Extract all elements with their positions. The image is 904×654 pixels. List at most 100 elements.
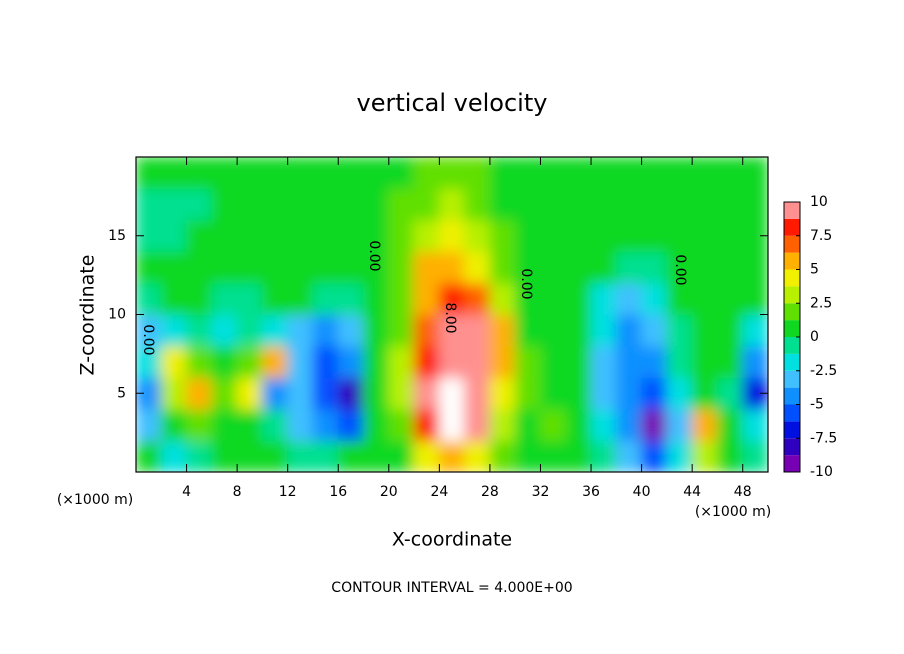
field-cell (312, 408, 339, 441)
field-cell (236, 377, 263, 410)
field-cell (312, 251, 339, 284)
field-cell (539, 345, 567, 378)
field-cell (514, 314, 541, 347)
field-cell (211, 408, 238, 441)
field-cell (211, 219, 238, 252)
colorbar-tick-label: 10 (810, 194, 828, 210)
field-cell (590, 157, 617, 189)
field-cell (489, 345, 516, 378)
x-tick-label: 44 (683, 484, 701, 500)
field-cell (590, 219, 617, 252)
field-cell (438, 377, 466, 410)
contour-label: 0.00 (140, 324, 156, 355)
field-cell (438, 157, 466, 189)
field-cell (514, 282, 541, 315)
field-cell (413, 314, 440, 347)
field-cell (261, 188, 289, 221)
colorbar-tick-label: 0 (810, 329, 819, 345)
field-cell (136, 157, 162, 189)
field-cell (489, 408, 516, 441)
field-cell (565, 314, 592, 347)
field-cell (363, 314, 390, 347)
colorbar-tick-label: 2.5 (810, 295, 832, 311)
field-cell (615, 157, 643, 189)
colorbar-band (784, 387, 800, 405)
field-cell (438, 282, 466, 315)
field-cell (464, 251, 491, 284)
colorbar-band (784, 455, 800, 472)
field-cell (236, 282, 263, 315)
field-cell (716, 345, 744, 378)
field-cell (388, 377, 415, 410)
x-tick-label: 24 (430, 484, 448, 500)
field-cell (388, 188, 415, 221)
field-cell (691, 282, 718, 315)
field-cell (337, 345, 365, 378)
x-tick-label: 36 (582, 484, 600, 500)
field-cells (136, 157, 768, 472)
field-cell (565, 219, 592, 252)
field-cell (666, 251, 693, 284)
field-cell (742, 314, 768, 347)
field-cell (312, 314, 339, 347)
field-cell (716, 282, 744, 315)
field-cell (413, 188, 440, 221)
x-tick-label: 8 (233, 484, 242, 500)
field-cell (388, 314, 415, 347)
colorbar-band (784, 286, 800, 304)
field-cell (337, 440, 365, 472)
field-cell (590, 377, 617, 410)
field-cell (363, 219, 390, 252)
field-cell (236, 188, 263, 221)
field-cell (261, 377, 289, 410)
field-cell (186, 408, 213, 441)
field-cell (641, 408, 668, 441)
field-cell (615, 314, 643, 347)
field-cell (388, 219, 415, 252)
field-cell (438, 314, 466, 347)
colorbar-band (784, 303, 800, 321)
field-cell (691, 377, 718, 410)
field-cell (312, 282, 339, 315)
field-cell (160, 345, 188, 378)
field-cell (186, 314, 213, 347)
field-cell (666, 314, 693, 347)
field-cell (590, 345, 617, 378)
field-cell (388, 408, 415, 441)
field-cell (565, 251, 592, 284)
field-cell (388, 282, 415, 315)
field-cell (514, 440, 541, 472)
field-cell (489, 188, 516, 221)
field-cell (666, 282, 693, 315)
field-cell (464, 408, 491, 441)
field-cell (590, 188, 617, 221)
colorbar-band (784, 218, 800, 236)
field-cell (160, 314, 188, 347)
field-cell (136, 345, 162, 378)
field-cell (363, 377, 390, 410)
colorbar-band (784, 438, 800, 456)
field-cell (565, 282, 592, 315)
field-cell (337, 251, 365, 284)
field-cell (539, 157, 567, 189)
field-cell (186, 219, 213, 252)
field-cell (186, 345, 213, 378)
field-cell (236, 219, 263, 252)
field-cell (211, 282, 238, 315)
footnote: CONTOUR INTERVAL = 4.000E+00 (331, 580, 572, 596)
field-cell (641, 188, 668, 221)
field-cell (337, 188, 365, 221)
field-cell (691, 408, 718, 441)
field-cell (641, 440, 668, 472)
colorbar-band (784, 252, 800, 270)
field-cell (236, 314, 263, 347)
field-cell (337, 157, 365, 189)
field-cell (742, 440, 768, 472)
field-cell (716, 377, 744, 410)
field-cell (211, 188, 238, 221)
field-cell (413, 251, 440, 284)
field-cell (590, 251, 617, 284)
field-cell (691, 314, 718, 347)
field-cell (438, 345, 466, 378)
field-cell (514, 188, 541, 221)
